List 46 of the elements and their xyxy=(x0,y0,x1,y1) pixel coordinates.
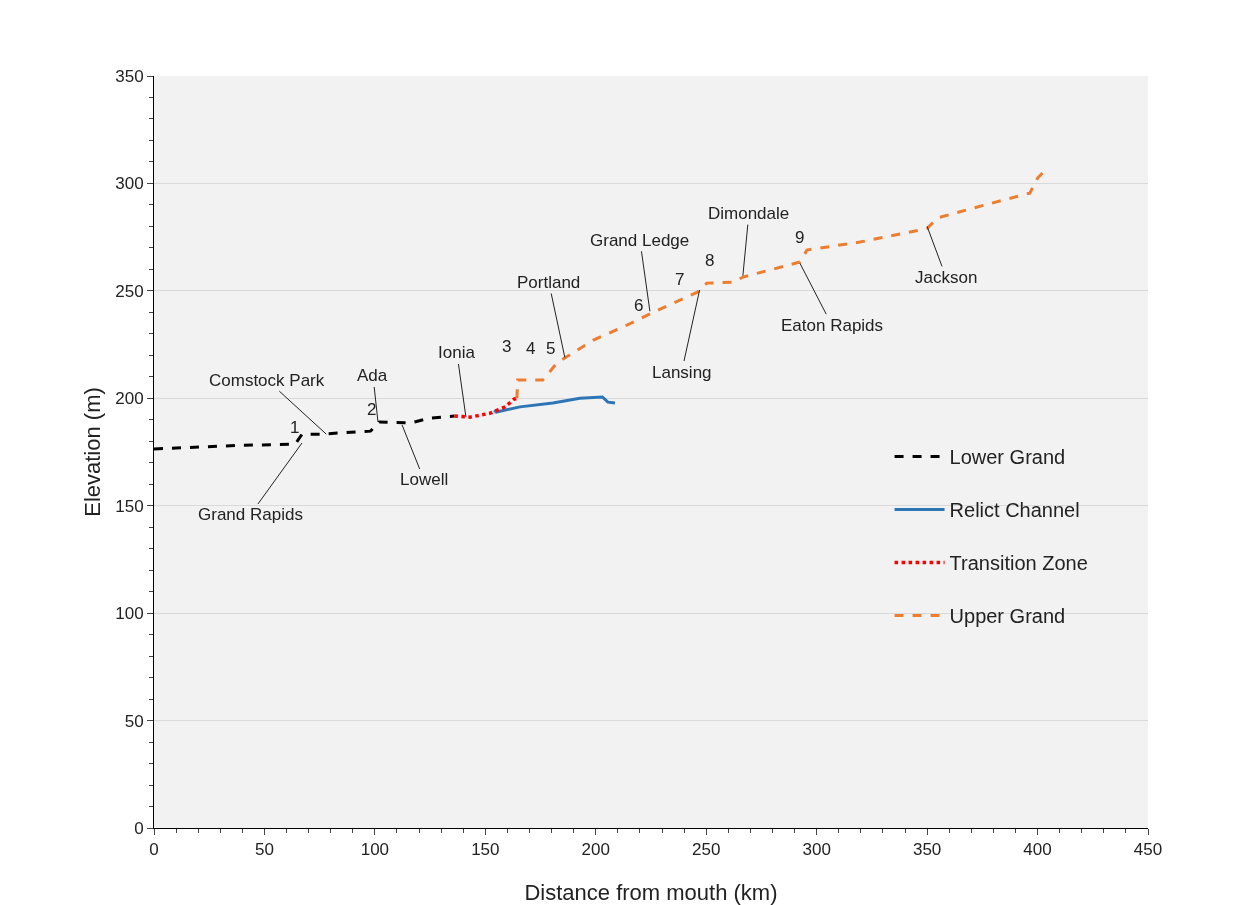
y-tick-label: 50 xyxy=(124,711,144,731)
x-tick-label: 400 xyxy=(1023,840,1052,860)
y-tick-label: 350 xyxy=(115,66,144,86)
y-tick-label: 150 xyxy=(115,496,144,516)
annotation: Grand Rapids xyxy=(198,505,303,524)
x-axis-title: Distance from mouth (km) xyxy=(524,880,778,905)
line-series xyxy=(452,396,519,419)
legend-label: Transition Zone xyxy=(949,552,1088,575)
x-tick-label: 200 xyxy=(581,840,610,860)
y-tick-label: 200 xyxy=(115,389,144,409)
annotation: 1 xyxy=(290,418,300,437)
annotation: 2 xyxy=(367,400,377,419)
annotation: 3 xyxy=(502,337,512,356)
x-tick-label: 300 xyxy=(802,840,831,860)
y-tick-label: 100 xyxy=(115,604,144,624)
y-tick-label: 0 xyxy=(134,818,144,838)
x-tick-label: 0 xyxy=(149,840,159,860)
annotation: Comstock Park xyxy=(209,371,325,390)
annotation: 8 xyxy=(705,251,715,270)
annotation: 5 xyxy=(546,339,556,358)
annotation: Lansing xyxy=(652,363,712,382)
x-tick-label: 350 xyxy=(912,840,942,860)
annotation: 6 xyxy=(634,296,644,315)
y-tick-label: 300 xyxy=(115,174,144,194)
legend-label: Upper Grand xyxy=(949,605,1066,628)
annotation: Ada xyxy=(357,366,388,385)
annotation: Eaton Rapids xyxy=(781,316,884,335)
y-axis-title: Elevation (m) xyxy=(80,387,105,517)
x-tick-label: 150 xyxy=(471,840,500,860)
annotation: Lowell xyxy=(400,470,449,489)
legend-label: Relict Channel xyxy=(949,499,1080,522)
y-tick-label: 250 xyxy=(115,281,144,301)
x-tick-label: 250 xyxy=(692,840,721,860)
annotation: Portland xyxy=(517,273,581,292)
annotation: 9 xyxy=(795,228,805,247)
annotation: Jackson xyxy=(915,268,978,287)
x-tick-label: 50 xyxy=(254,840,274,860)
x-tick-label: 450 xyxy=(1133,840,1163,860)
annotation: Ionia xyxy=(438,343,476,362)
annotation: 4 xyxy=(526,339,536,358)
x-tick-label: 100 xyxy=(360,840,390,860)
annotation: Grand Ledge xyxy=(590,231,690,250)
line-series xyxy=(492,395,617,414)
annotation: Dimondale xyxy=(708,204,790,223)
annotation: 7 xyxy=(675,270,685,289)
legend-label: Lower Grand xyxy=(949,446,1066,469)
